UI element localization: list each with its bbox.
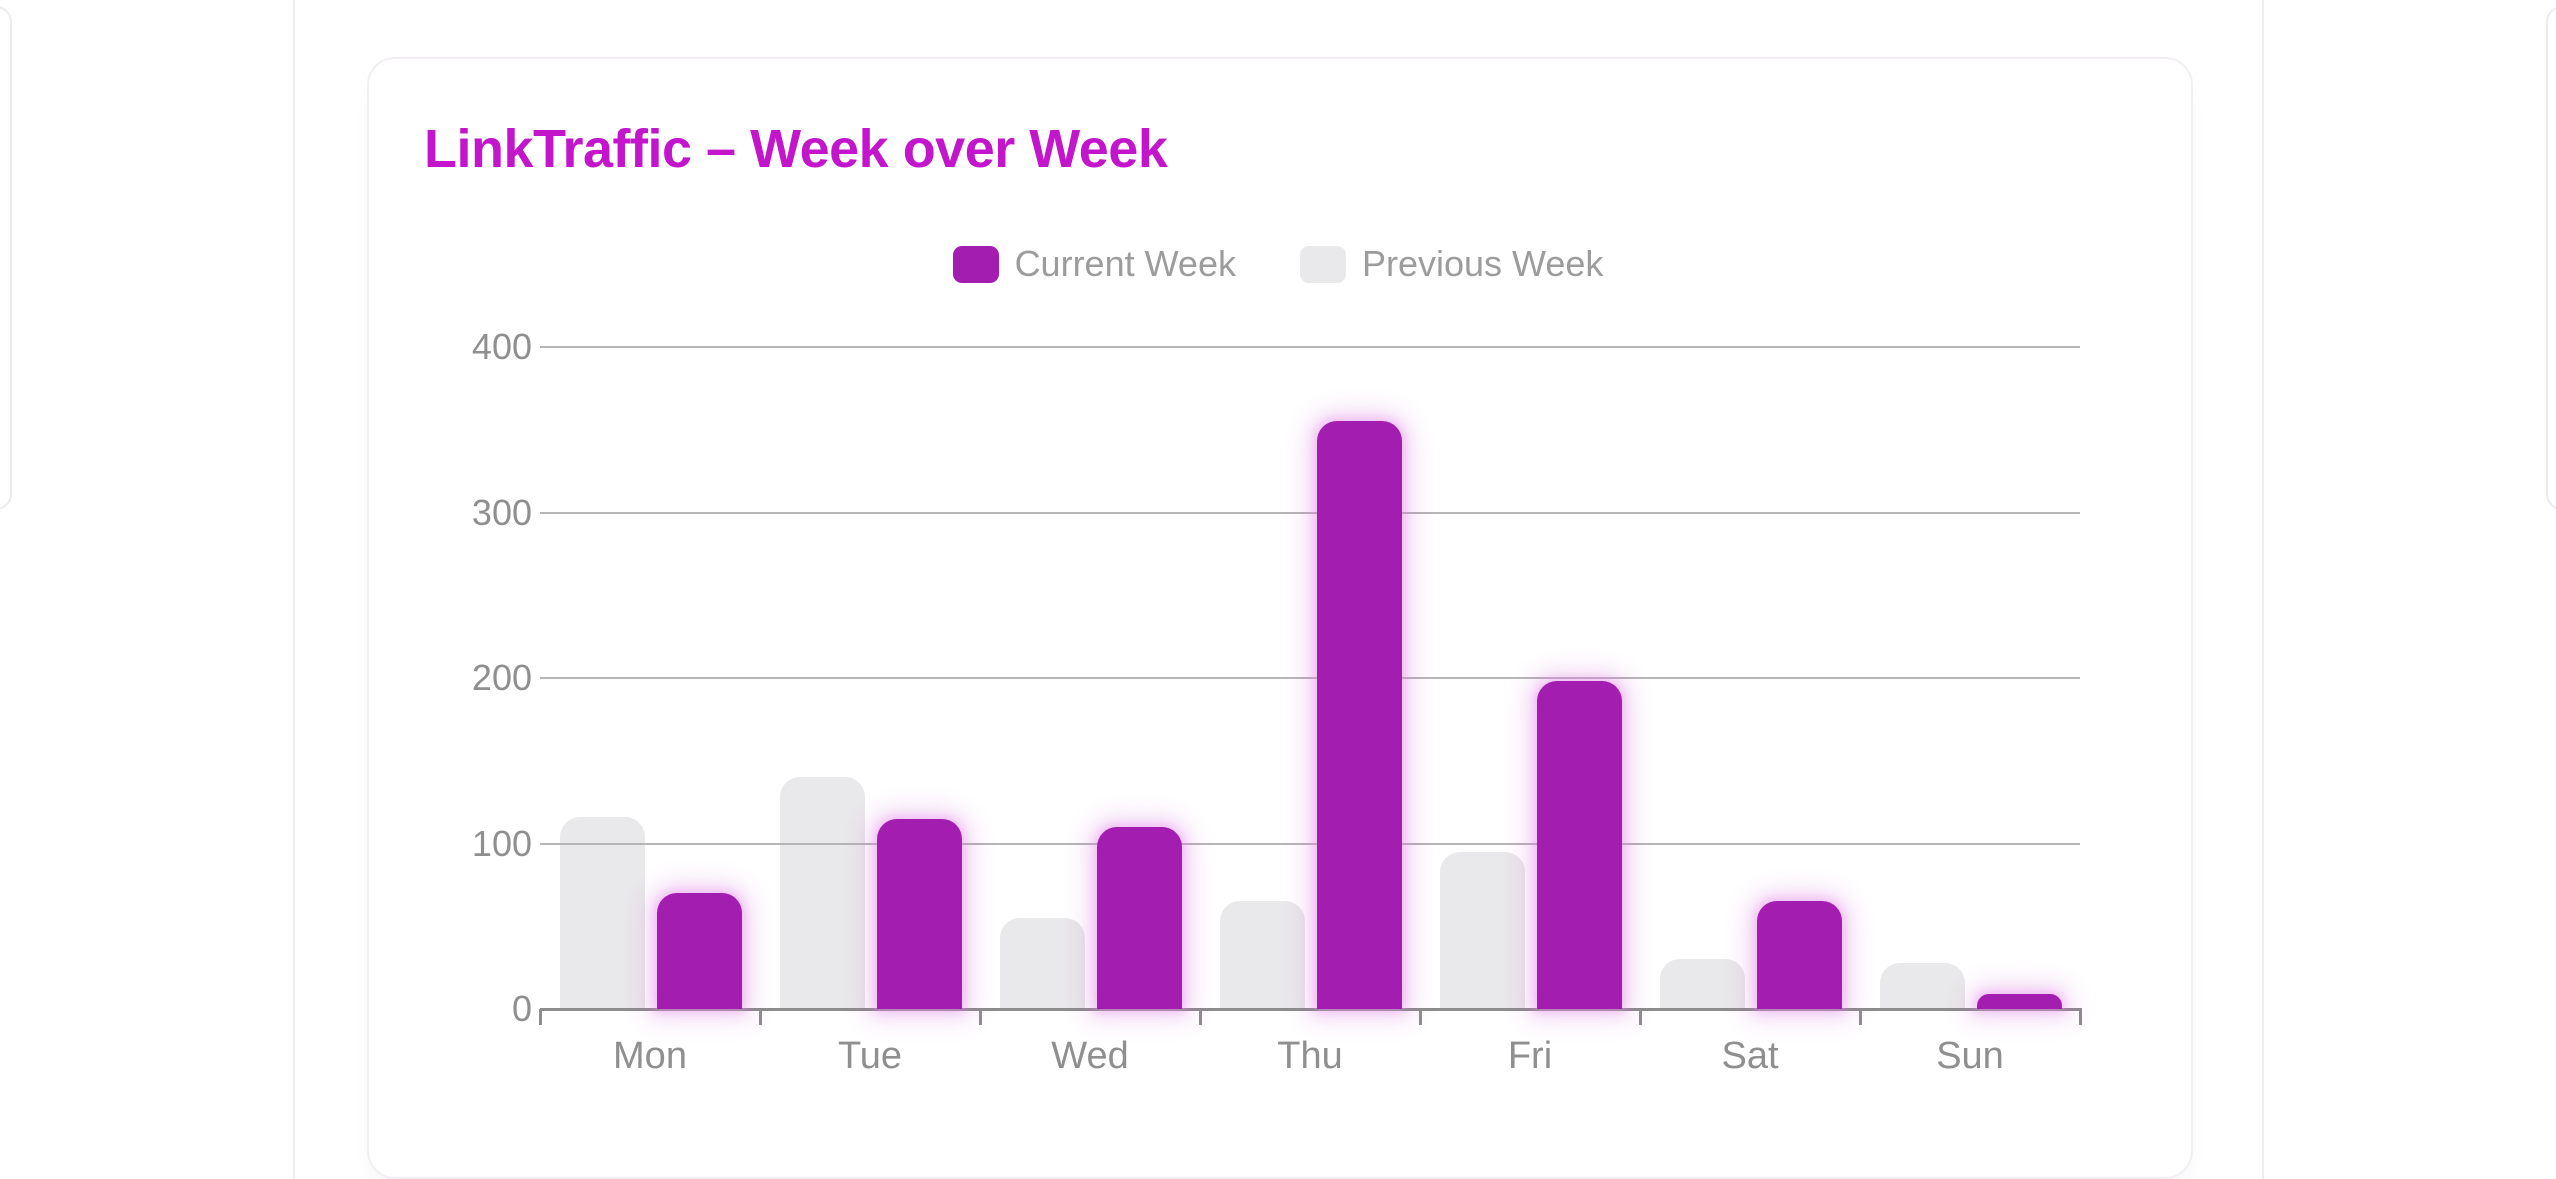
bar-previous-sun xyxy=(1880,962,1965,1009)
y-axis-label-0: 0 xyxy=(511,988,532,1029)
previous-week-swatch-icon xyxy=(1299,245,1346,283)
x-axis-label-thu: Thu xyxy=(1277,1035,1343,1077)
bar-previous-fri xyxy=(1440,851,1525,1009)
y-axis-label-300: 300 xyxy=(471,491,532,533)
bar-previous-tue xyxy=(780,777,865,1009)
left-neighbor-card-edge xyxy=(0,6,12,510)
legend-label: Current Week xyxy=(1014,243,1236,284)
chart-legend: Current Week Previous Week xyxy=(367,240,2189,288)
axis-tick xyxy=(539,1009,542,1025)
legend-label: Previous Week xyxy=(1361,243,1604,284)
current-week-swatch-icon xyxy=(952,245,999,283)
bar-previous-wed xyxy=(1000,917,1085,1009)
axis-tick xyxy=(1199,1009,1202,1025)
gridline-200 xyxy=(540,677,2080,679)
legend-item-current-week[interactable]: Current Week xyxy=(952,243,1236,285)
y-axis-label-100: 100 xyxy=(471,822,532,864)
gridline-300 xyxy=(540,511,2080,514)
legend-item-previous-week[interactable]: Previous Week xyxy=(1299,243,1604,285)
axis-tick xyxy=(1419,1009,1422,1025)
axis-tick xyxy=(759,1009,762,1025)
axis-tick xyxy=(979,1009,982,1025)
bar-current-fri xyxy=(1537,681,1622,1009)
x-axis-label-sun: Sun xyxy=(1936,1035,2004,1077)
bar-previous-sat xyxy=(1660,959,1745,1009)
bar-current-wed xyxy=(1097,826,1182,1009)
bar-previous-mon xyxy=(560,817,645,1009)
bar-current-tue xyxy=(877,818,962,1009)
bar-current-sat xyxy=(1757,901,1842,1009)
axis-tick xyxy=(1639,1009,1642,1025)
x-axis-line xyxy=(540,1008,2082,1011)
bar-current-thu xyxy=(1317,421,1402,1009)
x-axis-label-wed: Wed xyxy=(1051,1035,1129,1077)
x-axis-label-sat: Sat xyxy=(1721,1035,1779,1077)
axis-tick xyxy=(1859,1009,1862,1025)
right-neighbor-card-edge xyxy=(2546,6,2556,510)
gridline-100 xyxy=(540,842,2080,845)
bar-current-mon xyxy=(657,893,742,1009)
y-axis-label-200: 200 xyxy=(471,657,532,698)
bar-previous-thu xyxy=(1220,901,1305,1009)
axis-tick xyxy=(2079,1009,2082,1025)
x-axis-label-tue: Tue xyxy=(837,1035,903,1077)
bar-current-sun xyxy=(1977,994,2062,1009)
x-axis-label-fri: Fri xyxy=(1507,1035,1553,1077)
x-axis-label-mon: Mon xyxy=(613,1035,687,1077)
chart-title: LinkTraffic – Week over Week xyxy=(424,119,1168,179)
y-axis-label-400: 400 xyxy=(471,326,532,367)
gridline-400 xyxy=(540,346,2080,348)
